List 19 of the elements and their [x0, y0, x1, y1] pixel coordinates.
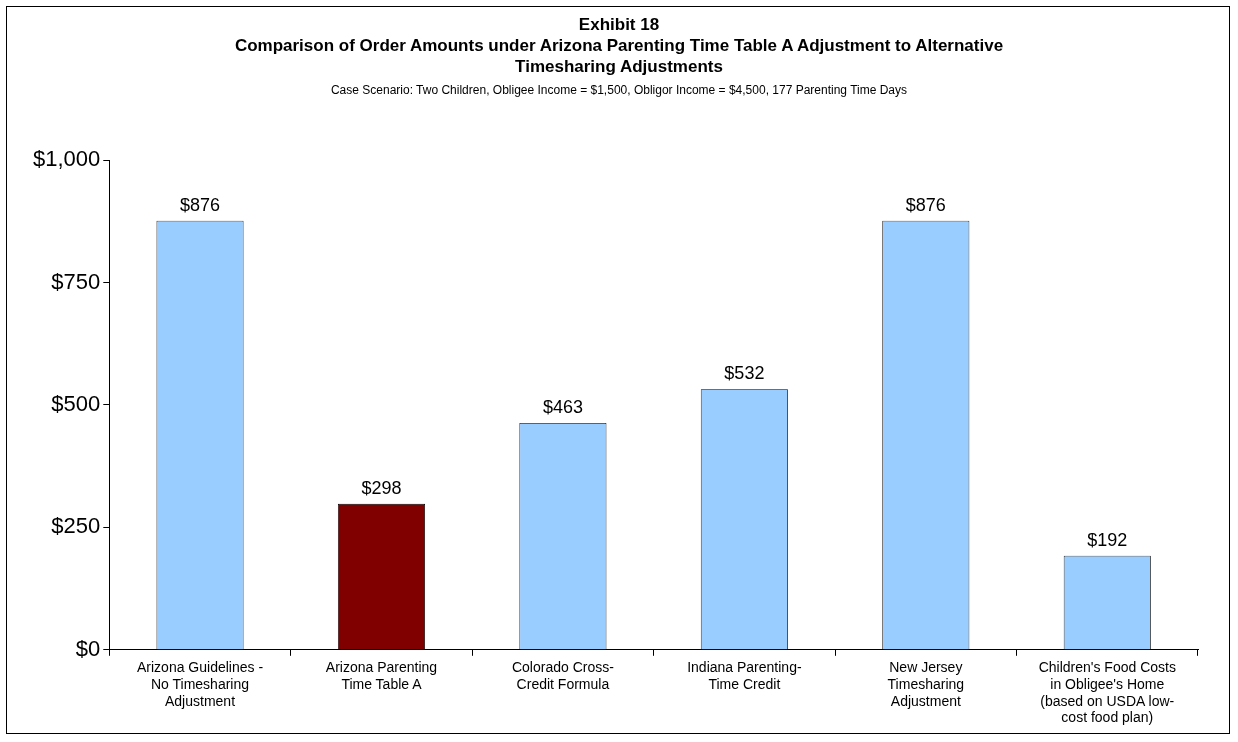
x-tick-label: Colorado Cross-Credit Formula — [511, 659, 615, 692]
data-label: $192 — [1087, 529, 1128, 550]
x-tick-label: New Jersey Timesharing Adjustment — [887, 659, 965, 709]
x-tick-label: Arizona Guidelines - No Timesharing Adjustment — [136, 659, 264, 709]
data-label: $463 — [542, 396, 583, 417]
y-tick-label: $250 — [51, 513, 101, 539]
x-tick-label: Children's Food Costs in Obligee's Home (based on USDA low-cost food plan) — [1038, 659, 1176, 726]
data-label: $298 — [361, 477, 402, 498]
y-tick-label: $1,000 — [32, 146, 101, 172]
y-tick-label: $500 — [51, 390, 101, 416]
y-tick-label: $750 — [51, 268, 101, 294]
x-tick-label: Indiana Parenting-Time Credit — [687, 659, 802, 692]
data-label: $876 — [905, 194, 946, 215]
chart-subtitle: Case Scenario: Two Children, Obligee Income = $1,500, Obligor Income = $4,500, 177 Parenting Time Days — [329, 83, 909, 97]
data-label: $532 — [724, 363, 765, 384]
data-label: $876 — [179, 194, 221, 215]
x-tick-label: Arizona Parenting Time Table A — [325, 659, 438, 692]
y-tick-label: $0 — [75, 635, 101, 661]
chart-title: Exhibit 18 Comparison of Order Amounts under Arizona Parenting Time Table A Adjustment to Alternative Timesharing Adjustments — [233, 14, 1005, 77]
